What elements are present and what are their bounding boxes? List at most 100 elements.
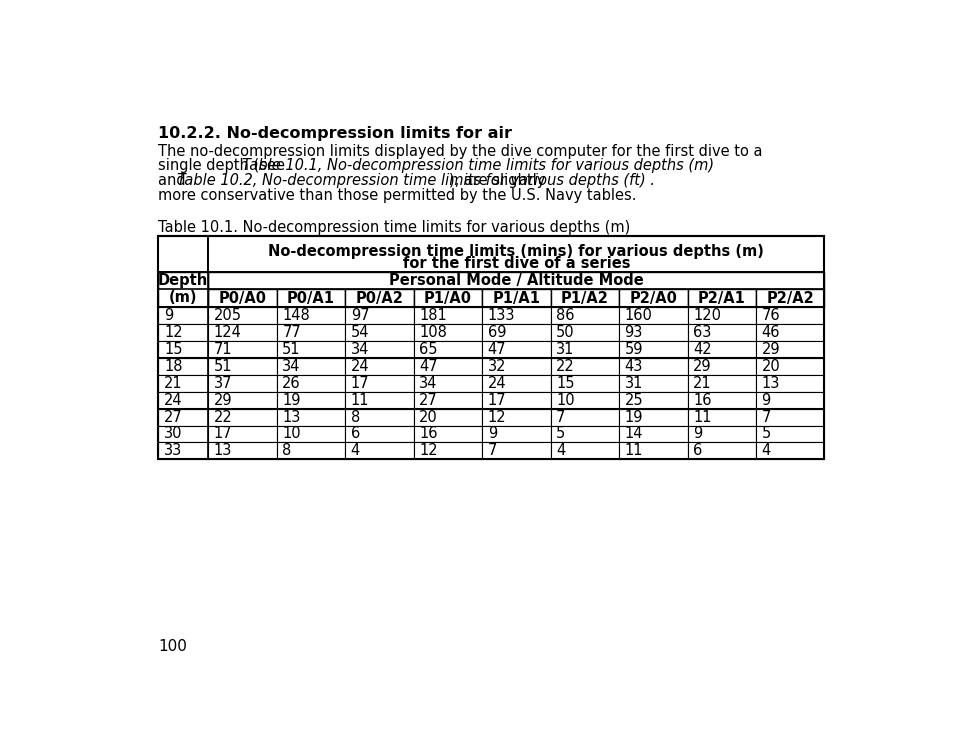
Text: 9: 9 <box>760 392 770 407</box>
Text: 27: 27 <box>164 410 183 425</box>
Text: 21: 21 <box>692 376 711 391</box>
Bar <box>481 290 550 307</box>
Bar <box>276 324 345 341</box>
Text: 5: 5 <box>760 426 770 442</box>
Text: 27: 27 <box>418 392 437 407</box>
Text: No-decompression time limits (mins) for various depths (m): No-decompression time limits (mins) for … <box>268 244 763 259</box>
Bar <box>481 392 550 408</box>
Bar <box>345 442 414 460</box>
Text: 31: 31 <box>556 342 574 357</box>
Text: 11: 11 <box>692 410 711 425</box>
Text: 17: 17 <box>351 376 369 391</box>
Bar <box>345 375 414 392</box>
Bar <box>687 341 755 358</box>
Text: P2/A0: P2/A0 <box>629 290 677 305</box>
Bar <box>755 290 823 307</box>
Bar <box>755 358 823 375</box>
Text: 9: 9 <box>164 308 173 323</box>
Bar <box>158 307 208 324</box>
Bar <box>687 426 755 442</box>
Text: 51: 51 <box>282 342 300 357</box>
Bar <box>414 426 481 442</box>
Text: 69: 69 <box>487 325 506 340</box>
Text: 26: 26 <box>282 376 300 391</box>
Text: P0/A1: P0/A1 <box>287 290 335 305</box>
Bar <box>550 341 618 358</box>
Text: 17: 17 <box>487 392 506 407</box>
Text: 29: 29 <box>692 359 711 373</box>
Text: 7: 7 <box>760 410 770 425</box>
Text: The no-decompression limits displayed by the dive computer for the first dive to: The no-decompression limits displayed by… <box>158 144 761 159</box>
Text: 22: 22 <box>556 359 575 373</box>
Text: 19: 19 <box>624 410 642 425</box>
Text: 24: 24 <box>351 359 369 373</box>
Bar <box>208 408 276 426</box>
Text: 20: 20 <box>760 359 780 373</box>
Text: 42: 42 <box>692 342 711 357</box>
Bar <box>550 290 618 307</box>
Text: 9: 9 <box>692 426 701 442</box>
Text: 11: 11 <box>351 392 369 407</box>
Text: P1/A2: P1/A2 <box>560 290 608 305</box>
Text: 148: 148 <box>282 308 310 323</box>
Text: 5: 5 <box>556 426 565 442</box>
Text: 24: 24 <box>164 392 183 407</box>
Bar <box>276 307 345 324</box>
Text: 76: 76 <box>760 308 780 323</box>
Text: 4: 4 <box>556 444 565 458</box>
Text: 18: 18 <box>164 359 183 373</box>
Text: 120: 120 <box>692 308 720 323</box>
Bar <box>618 290 687 307</box>
Text: 124: 124 <box>213 325 241 340</box>
Bar <box>550 426 618 442</box>
Bar <box>208 307 276 324</box>
Text: 16: 16 <box>692 392 711 407</box>
Text: 33: 33 <box>164 444 182 458</box>
Bar <box>276 426 345 442</box>
Bar <box>345 290 414 307</box>
Text: 29: 29 <box>760 342 780 357</box>
Bar <box>208 375 276 392</box>
Text: P0/A2: P0/A2 <box>355 290 403 305</box>
Text: 15: 15 <box>164 342 183 357</box>
Bar <box>158 408 208 426</box>
Text: 4: 4 <box>760 444 770 458</box>
Bar <box>414 358 481 375</box>
Bar <box>687 375 755 392</box>
Bar <box>208 426 276 442</box>
Text: P2/A1: P2/A1 <box>698 290 745 305</box>
Bar <box>550 375 618 392</box>
Text: 47: 47 <box>418 359 437 373</box>
Bar <box>208 442 276 460</box>
Bar <box>755 307 823 324</box>
Text: 31: 31 <box>624 376 642 391</box>
Text: 13: 13 <box>213 444 232 458</box>
Text: 65: 65 <box>418 342 437 357</box>
Text: 63: 63 <box>692 325 711 340</box>
Bar <box>208 271 823 290</box>
Text: 54: 54 <box>351 325 369 340</box>
Bar <box>158 442 208 460</box>
Bar <box>618 341 687 358</box>
Text: 10: 10 <box>282 426 300 442</box>
Text: Table 10.1, No-decompression time limits for various depths (m): Table 10.1, No-decompression time limits… <box>242 159 714 173</box>
Text: more conservative than those permitted by the U.S. Navy tables.: more conservative than those permitted b… <box>158 187 636 203</box>
Text: Depth
(m): Depth (m) <box>158 273 208 305</box>
Bar <box>755 442 823 460</box>
Text: P1/A1: P1/A1 <box>492 290 539 305</box>
Text: 133: 133 <box>487 308 515 323</box>
Bar <box>345 392 414 408</box>
Bar <box>550 408 618 426</box>
Bar <box>755 408 823 426</box>
Text: 12: 12 <box>164 325 183 340</box>
Bar <box>550 324 618 341</box>
Text: 16: 16 <box>418 426 437 442</box>
Text: 205: 205 <box>213 308 241 323</box>
Bar <box>618 358 687 375</box>
Bar <box>481 426 550 442</box>
Text: 181: 181 <box>418 308 446 323</box>
Bar <box>481 442 550 460</box>
Bar <box>618 375 687 392</box>
Bar <box>755 392 823 408</box>
Bar <box>276 408 345 426</box>
